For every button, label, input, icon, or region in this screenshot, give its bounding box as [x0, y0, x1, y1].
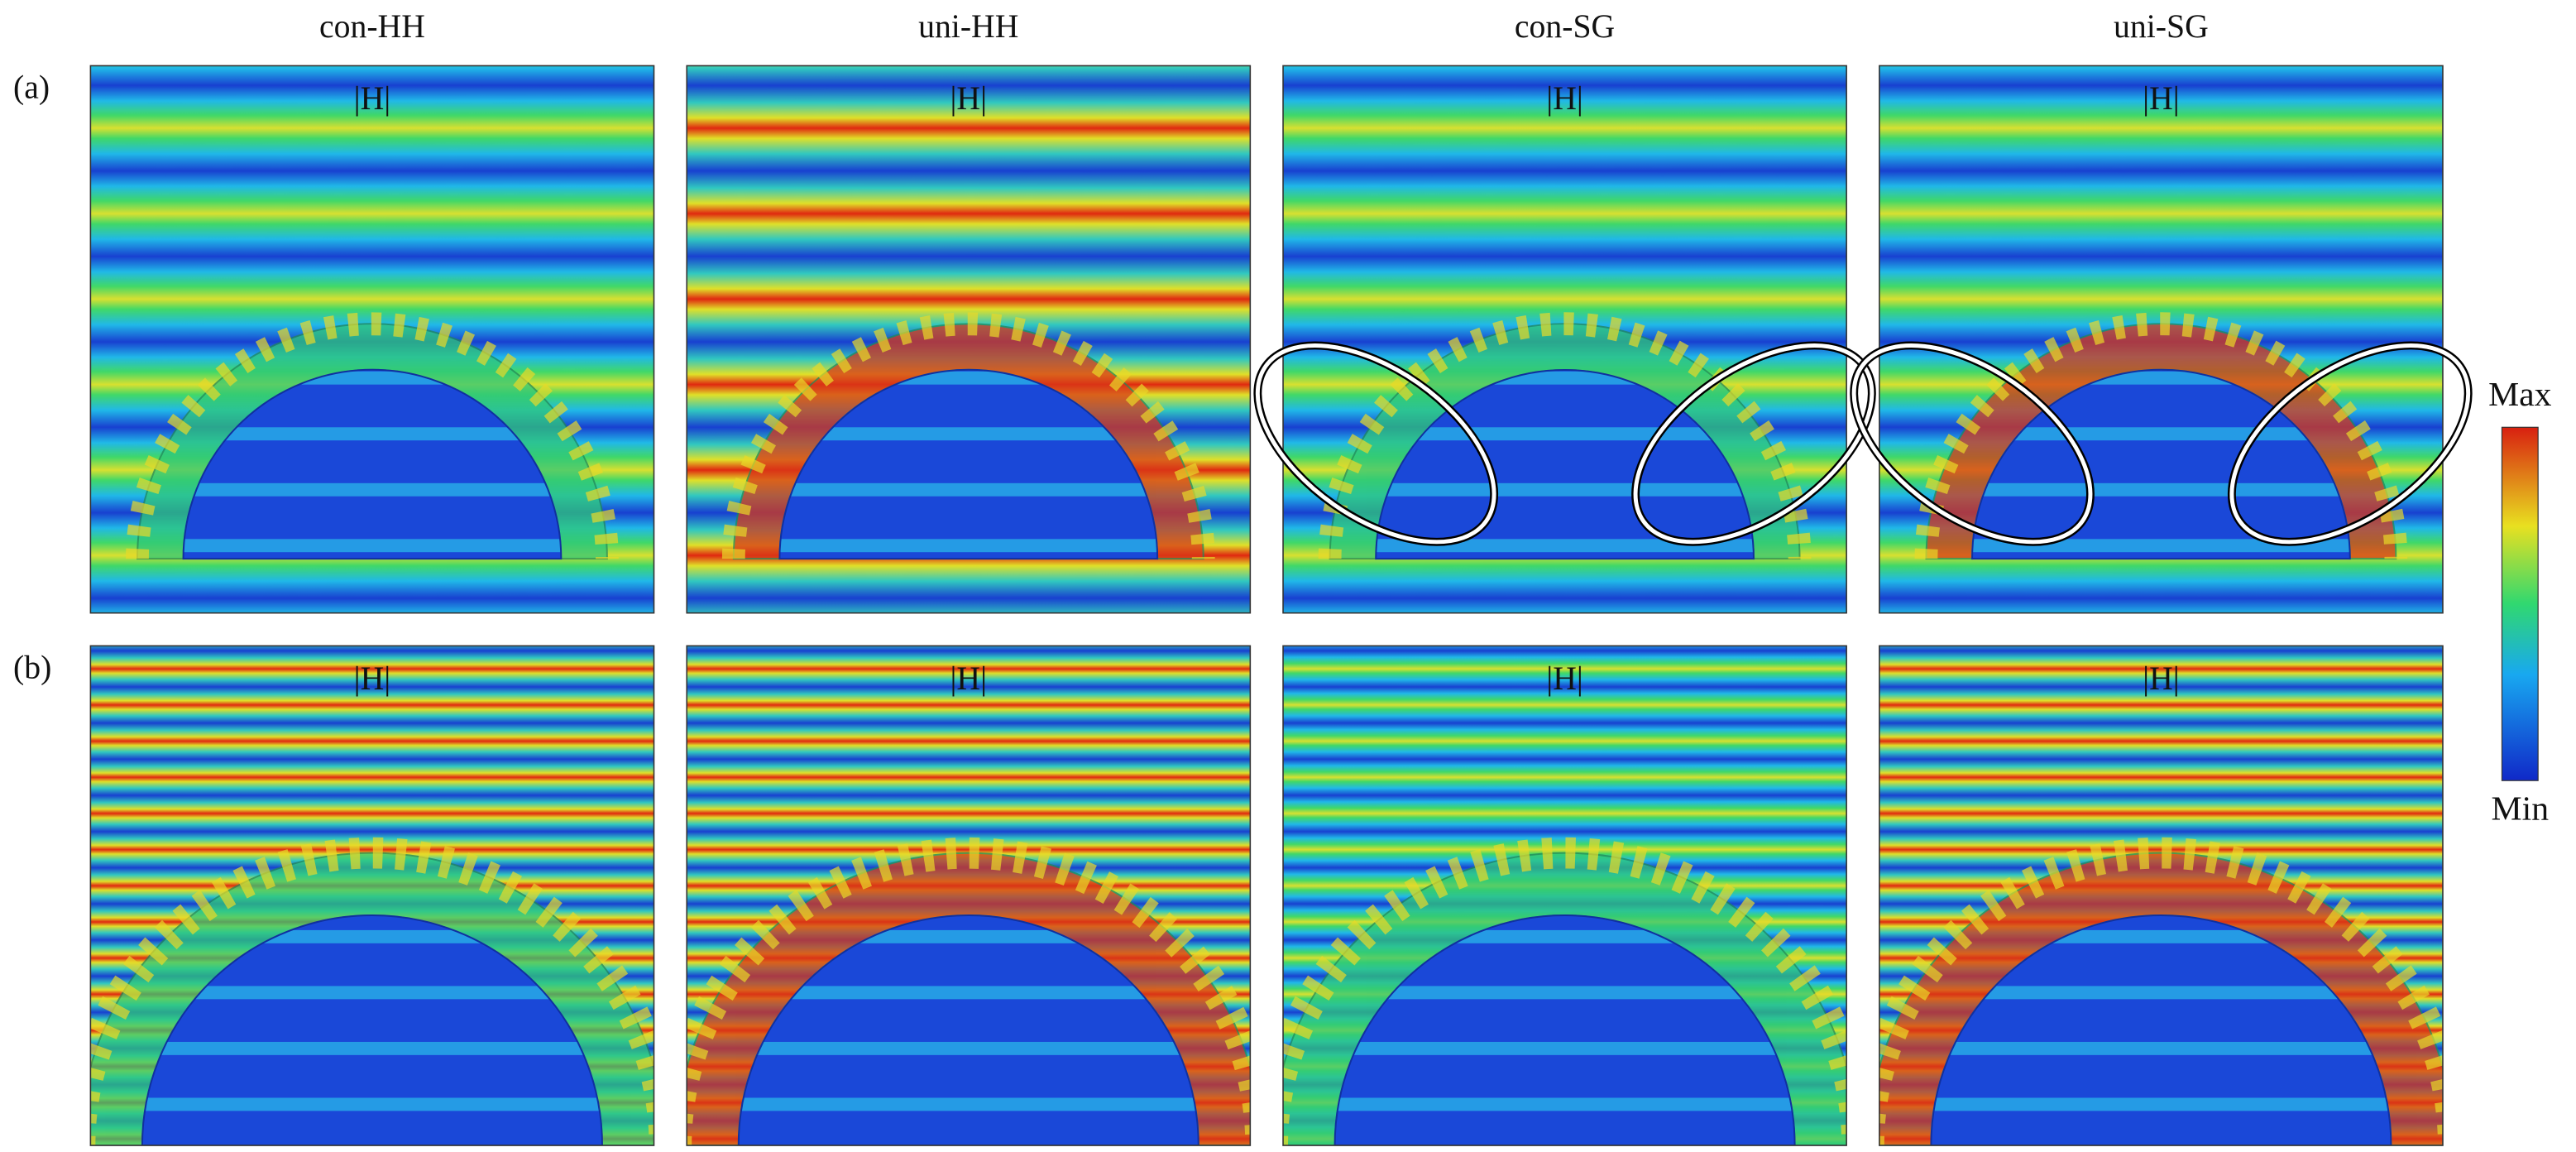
colorbar	[2501, 426, 2539, 781]
shell-pattern	[1914, 312, 2408, 559]
shell-pattern	[1879, 837, 2443, 1146]
panel-frame	[89, 645, 655, 1146]
inner-region	[737, 914, 1199, 1146]
field-panel	[1879, 646, 2443, 1146]
panel-frame	[1282, 65, 1847, 614]
inner-region	[182, 368, 563, 560]
field-label: |H|	[950, 80, 987, 117]
column-title: con-SG	[1515, 8, 1615, 45]
highlight-ellipse	[2229, 343, 2471, 545]
field-label: |H|	[1546, 660, 1583, 697]
column-title: uni-HH	[918, 8, 1018, 45]
inner-region	[1971, 368, 2351, 560]
inner-region	[141, 914, 603, 1146]
column-title: con-HH	[319, 8, 425, 45]
shell-pattern	[687, 837, 1251, 1146]
column-title: uni-SG	[2114, 8, 2209, 45]
panel-frame	[1282, 645, 1847, 1146]
panel-frame	[1879, 65, 2444, 614]
inner-region	[1930, 914, 2392, 1146]
highlight-ellipse	[1851, 343, 2093, 545]
field-label: |H|	[2143, 660, 2180, 697]
field-panel	[687, 65, 1251, 613]
field-label: |H|	[354, 80, 391, 117]
panel-frame	[1879, 645, 2444, 1146]
highlight-ellipse	[1255, 343, 1496, 545]
inner-region	[778, 368, 1159, 560]
field-label: |H|	[1546, 80, 1583, 117]
field-label: |H|	[2143, 80, 2180, 117]
panels: con-HH uni-HH con-SG uni-SG (a) |H| |H| |H| |H| (…	[13, 8, 2473, 1146]
shell-pattern	[90, 837, 654, 1146]
inner-region	[1375, 368, 1755, 560]
shell-pattern	[1318, 312, 1812, 559]
field-panel	[90, 646, 654, 1146]
shell-pattern	[721, 312, 1215, 559]
shell-pattern	[126, 312, 619, 559]
row-label: (a)	[13, 69, 50, 105]
field-panel	[1283, 65, 1847, 613]
field-label: |H|	[354, 660, 391, 697]
row-label: (b)	[13, 649, 51, 685]
field-label: |H|	[950, 660, 987, 697]
field-panel	[90, 65, 654, 613]
colorbar-min: Min	[2492, 790, 2550, 828]
shell-pattern	[1283, 837, 1847, 1146]
field-panel	[1879, 65, 2443, 613]
field-panel	[1283, 646, 1847, 1146]
panel-frame	[686, 65, 1252, 614]
field-panel	[687, 646, 1251, 1146]
colorbar-max: Max	[2488, 376, 2552, 414]
panel-frame	[89, 65, 655, 614]
panel-frame	[686, 645, 1252, 1146]
inner-region	[1333, 914, 1796, 1146]
